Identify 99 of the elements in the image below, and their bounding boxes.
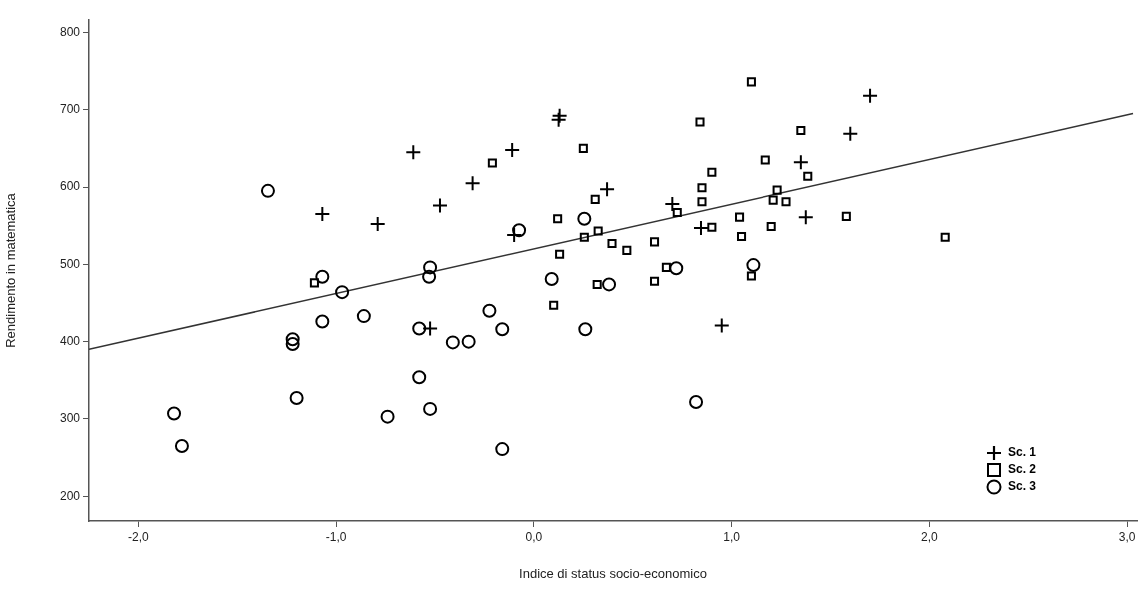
point xyxy=(412,321,427,336)
point xyxy=(593,226,603,236)
legend-label: Sc. 1 xyxy=(1007,444,1036,461)
point xyxy=(579,232,589,242)
point xyxy=(506,226,523,243)
x-tick-label: 0,0 xyxy=(525,529,543,544)
point xyxy=(369,216,386,233)
point xyxy=(940,232,950,242)
point xyxy=(167,406,182,421)
point xyxy=(707,167,717,177)
point xyxy=(692,219,709,236)
y-tick-label: 500 xyxy=(59,256,81,271)
point xyxy=(260,183,275,198)
point xyxy=(746,77,756,87)
point xyxy=(504,141,521,158)
point xyxy=(174,439,189,454)
point xyxy=(285,336,300,351)
point xyxy=(578,143,588,153)
point xyxy=(423,260,438,275)
point xyxy=(803,171,813,181)
point xyxy=(356,309,371,324)
y-tick-label: 200 xyxy=(59,488,81,503)
point xyxy=(512,223,527,238)
point xyxy=(549,300,559,310)
point xyxy=(842,125,859,142)
point xyxy=(760,155,770,165)
point xyxy=(695,117,705,127)
point xyxy=(495,322,510,337)
point xyxy=(772,185,782,195)
point xyxy=(289,391,304,406)
point xyxy=(314,206,331,223)
point xyxy=(555,249,565,259)
y-tick-label: 700 xyxy=(59,102,81,116)
point xyxy=(697,197,707,207)
point xyxy=(550,111,567,128)
point xyxy=(689,394,704,409)
point xyxy=(713,317,730,334)
point xyxy=(768,195,778,205)
point xyxy=(599,181,616,198)
y-axis-title: Rendimento in matematica xyxy=(3,192,19,348)
point xyxy=(607,238,617,248)
point xyxy=(592,279,602,289)
point xyxy=(405,144,422,161)
point xyxy=(482,303,497,318)
point xyxy=(309,278,319,288)
legend-label: Sc. 3 xyxy=(1007,478,1036,495)
y-tick-label: 600 xyxy=(59,179,81,194)
point xyxy=(669,261,684,276)
point xyxy=(412,370,427,385)
point xyxy=(578,322,593,337)
point xyxy=(862,87,879,104)
point xyxy=(551,107,568,124)
point xyxy=(590,194,600,204)
point xyxy=(797,209,814,226)
y-tick-label: 300 xyxy=(59,411,81,426)
point xyxy=(746,258,761,273)
point xyxy=(553,214,563,224)
point xyxy=(781,197,791,207)
point xyxy=(792,154,809,171)
point xyxy=(380,409,395,424)
point xyxy=(697,183,707,193)
point xyxy=(461,334,476,349)
legend-label: Sc. 2 xyxy=(1007,461,1036,478)
point xyxy=(315,314,330,329)
point xyxy=(664,196,681,213)
point xyxy=(495,442,510,457)
point xyxy=(445,335,460,350)
x-tick-label: 3,0 xyxy=(1118,529,1136,544)
point xyxy=(423,401,438,416)
y-tick-label: 800 xyxy=(59,24,81,39)
point xyxy=(736,231,747,242)
point xyxy=(649,276,660,286)
point xyxy=(315,269,330,284)
point xyxy=(431,197,448,214)
x-tick-label: -2,0 xyxy=(128,529,150,544)
point xyxy=(464,175,481,192)
point xyxy=(335,285,350,300)
point xyxy=(422,320,439,337)
point xyxy=(422,269,437,284)
x-axis-title: Indice di status socio-economico xyxy=(519,565,707,581)
x-tick-label: -1,0 xyxy=(325,529,347,544)
point xyxy=(766,221,776,231)
point xyxy=(622,245,632,255)
y-tick-label: 400 xyxy=(59,333,81,348)
point xyxy=(577,211,592,226)
point xyxy=(841,211,851,221)
point xyxy=(746,271,756,281)
point xyxy=(661,262,671,272)
point xyxy=(602,277,617,292)
point xyxy=(707,222,717,232)
point xyxy=(285,332,300,347)
point xyxy=(735,212,745,222)
point xyxy=(487,158,497,168)
x-tick-label: 2,0 xyxy=(921,529,939,544)
point xyxy=(796,126,806,136)
point xyxy=(649,237,660,247)
point xyxy=(544,272,559,287)
x-tick-label: 1,0 xyxy=(723,529,741,544)
point xyxy=(672,207,682,218)
